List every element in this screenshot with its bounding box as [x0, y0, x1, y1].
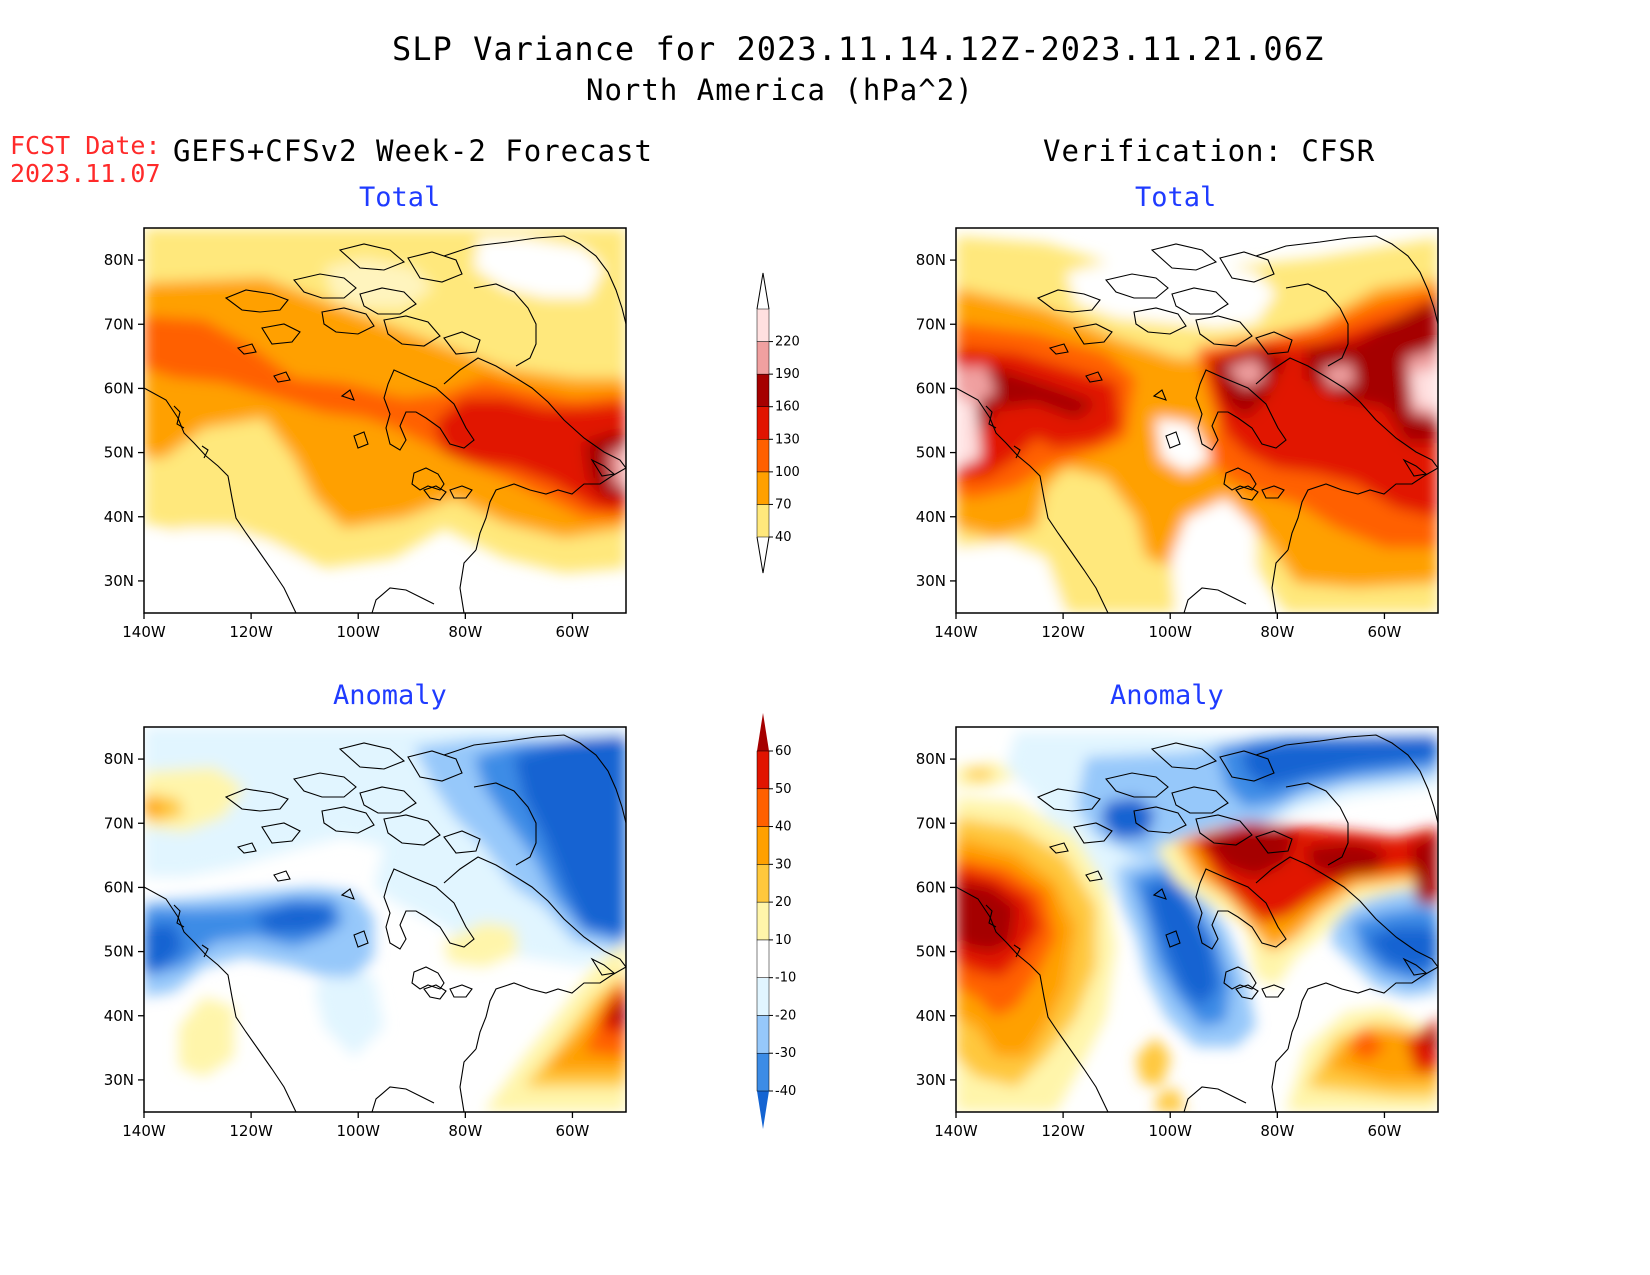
colorbar-swatch — [756, 750, 770, 790]
lat-tick-label: 30N — [104, 1071, 134, 1089]
colorbar-swatch — [756, 939, 770, 978]
colorbar-swatch — [756, 1052, 770, 1092]
lat-tick-label: 70N — [916, 315, 946, 333]
colorbar-label: 100 — [775, 465, 800, 480]
lat-tick-label: 80N — [916, 750, 946, 768]
lat-tick-label: 30N — [916, 572, 946, 590]
lat-tick-label: 60N — [104, 379, 134, 397]
lon-tick-label: 140W — [934, 623, 978, 641]
colorbar-tip-high — [756, 272, 770, 310]
colorbar-swatch — [756, 788, 770, 827]
lat-tick-label: 30N — [916, 1071, 946, 1089]
fcst-date-label: FCST Date: — [10, 131, 161, 160]
main-title: SLP Variance for 2023.11.14.12Z-2023.11.… — [392, 30, 1325, 68]
lat-tick-label: 80N — [104, 750, 134, 768]
lon-tick-label: 80W — [448, 1122, 482, 1140]
lon-tick-label: 80W — [448, 623, 482, 641]
colorbar-swatch — [756, 406, 770, 440]
colorbar-swatch — [756, 308, 770, 342]
lon-tick-label: 140W — [934, 1122, 978, 1140]
colorbar-label: 190 — [775, 367, 800, 382]
colorbar-tip-high — [757, 713, 769, 751]
colorbar-label: 220 — [775, 335, 800, 350]
panel-verification-anomaly — [955, 726, 1439, 1113]
colorbar-label: 60 — [775, 744, 792, 759]
colorbar-label: 40 — [775, 820, 792, 835]
colorbar-swatch — [756, 1015, 770, 1054]
colorbar-label: -10 — [775, 971, 796, 986]
lat-tick-label: 50N — [916, 943, 946, 961]
colorbar-label: -30 — [775, 1046, 796, 1061]
colorbar-label: 30 — [775, 857, 792, 872]
colorbar-swatch — [756, 504, 770, 538]
lon-tick-label: 100W — [336, 1122, 380, 1140]
lon-tick-label: 80W — [1260, 623, 1294, 641]
lat-tick-label: 40N — [104, 1007, 134, 1025]
lon-tick-label: 100W — [336, 623, 380, 641]
colorbar-tip-low — [756, 536, 770, 574]
colorbar-tip-low — [757, 1091, 769, 1129]
colorbar-label: 40 — [775, 530, 792, 545]
lat-tick-label: 40N — [916, 508, 946, 526]
lon-tick-label: 120W — [229, 623, 273, 641]
panel-forecast-anomaly — [143, 726, 627, 1113]
colorbar-swatch — [756, 471, 770, 505]
lon-tick-label: 60W — [1367, 623, 1401, 641]
lat-tick-label: 70N — [104, 814, 134, 832]
colorbar-swatch — [756, 439, 770, 473]
panel-title-ver-anom: Anomaly — [1110, 680, 1224, 711]
lon-tick-label: 120W — [1041, 1122, 1085, 1140]
colorbar-label: 160 — [775, 400, 800, 415]
verification-column-title: Verification: CFSR — [1043, 134, 1376, 168]
colorbar-swatch — [756, 977, 770, 1016]
lat-tick-label: 40N — [916, 1007, 946, 1025]
forecast-column-title: GEFS+CFSv2 Week-2 Forecast — [173, 134, 653, 168]
lat-tick-label: 80N — [104, 251, 134, 269]
lat-tick-label: 30N — [104, 572, 134, 590]
colorbar-label: 10 — [775, 933, 792, 948]
lon-tick-label: 80W — [1260, 1122, 1294, 1140]
lat-tick-label: 70N — [104, 315, 134, 333]
colorbar-swatch — [756, 341, 770, 375]
colorbar-label: -40 — [775, 1084, 796, 1099]
subtitle: North America (hPa^2) — [586, 73, 974, 107]
panel-title-ver-total: Total — [1135, 182, 1217, 213]
colorbar-label: 70 — [775, 497, 792, 512]
colorbar-swatch — [756, 826, 770, 865]
panel-forecast-total — [143, 227, 627, 614]
colorbar-swatch — [756, 901, 770, 941]
lon-tick-label: 120W — [229, 1122, 273, 1140]
lon-tick-label: 140W — [122, 1122, 166, 1140]
lon-tick-label: 60W — [555, 623, 589, 641]
lon-tick-label: 140W — [122, 623, 166, 641]
lat-tick-label: 60N — [916, 878, 946, 896]
lat-tick-label: 50N — [104, 444, 134, 462]
lat-tick-label: 70N — [916, 814, 946, 832]
colorbar-label: -20 — [775, 1008, 796, 1023]
lat-tick-label: 80N — [916, 251, 946, 269]
lat-tick-label: 50N — [104, 943, 134, 961]
lon-tick-label: 100W — [1148, 623, 1192, 641]
panel-verification-total — [955, 227, 1439, 614]
colorbar-label: 130 — [775, 432, 800, 447]
lon-tick-label: 120W — [1041, 623, 1085, 641]
lon-tick-label: 100W — [1148, 1122, 1192, 1140]
panel-title-fc-total: Total — [359, 182, 441, 213]
colorbar-anomaly: -40 -30 -20 -10 10 20 30 40 50 60 — [756, 713, 796, 1129]
colorbar-total: 40 70 100 130 160 190 220 — [756, 272, 800, 574]
lat-tick-label: 60N — [104, 878, 134, 896]
lat-tick-label: 50N — [916, 444, 946, 462]
colorbar-label: 50 — [775, 782, 792, 797]
colorbar-label: 20 — [775, 895, 792, 910]
fcst-date-value: 2023.11.07 — [10, 159, 161, 188]
lon-tick-label: 60W — [555, 1122, 589, 1140]
lon-tick-label: 60W — [1367, 1122, 1401, 1140]
lat-tick-label: 60N — [916, 379, 946, 397]
colorbar-swatch — [756, 864, 770, 903]
panel-title-fc-anom: Anomaly — [333, 680, 447, 711]
lat-tick-label: 40N — [104, 508, 134, 526]
colorbar-swatch — [756, 373, 770, 407]
